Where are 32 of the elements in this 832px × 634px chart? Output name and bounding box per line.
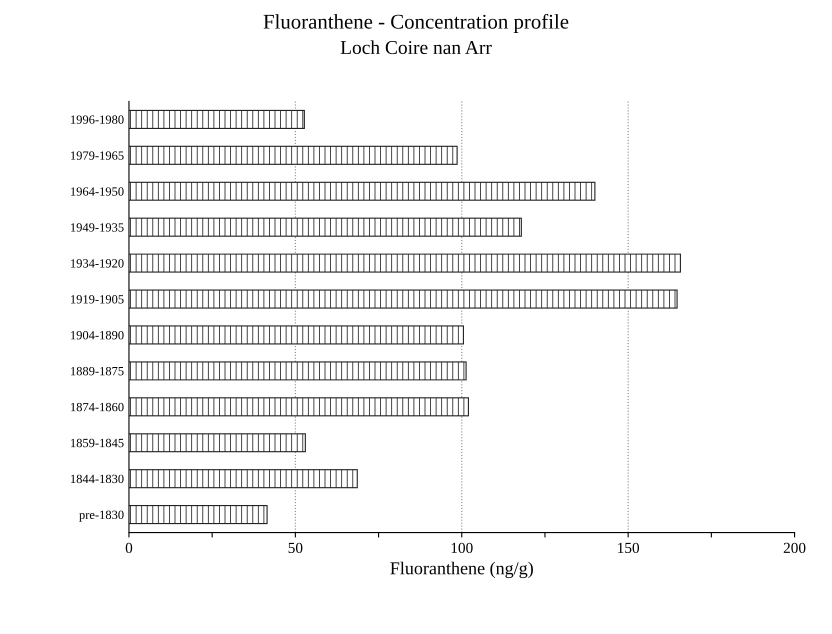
y-tick-label: 1874-1860 (71, 402, 124, 412)
y-tick-label: 1904-1890 (71, 330, 124, 340)
y-tick-label: 1919-1905 (71, 295, 124, 304)
bar (128, 110, 305, 129)
chart-title: Fluoranthene - Concentration profile (264, 14, 568, 33)
y-tick-label: 1844-1830 (71, 474, 124, 484)
x-axis-title: Fluoranthene (ng/g) (390, 562, 533, 578)
y-tick-label: 1934-1920 (71, 259, 124, 268)
y-tick-label: 1949-1935 (71, 223, 124, 232)
bar (128, 433, 306, 452)
x-tick-label: 150 (618, 542, 640, 554)
bar (128, 469, 358, 488)
y-tick-label: 1996-1980 (71, 115, 124, 124)
y-tick-label: 1964-1950 (71, 187, 124, 196)
bar (128, 505, 268, 524)
bar (128, 182, 596, 201)
bar (128, 218, 522, 237)
bar (128, 397, 469, 416)
bar (128, 325, 464, 344)
bar (128, 290, 678, 309)
y-tick-label: pre-1830 (79, 510, 124, 522)
y-tick-label: 1889-1875 (71, 366, 124, 376)
chart-subtitle: Loch Coire nan Arr (340, 40, 492, 54)
x-tick-label: 200 (784, 542, 806, 554)
y-tick-label: 1859-1845 (71, 438, 124, 448)
x-tick-label: 0 (126, 542, 132, 554)
bar (128, 254, 681, 273)
bar (128, 146, 458, 165)
x-tick-label: 50 (288, 542, 302, 554)
bar (128, 361, 467, 380)
y-tick-label: 1979-1965 (71, 151, 124, 160)
x-tick-label: 100 (452, 542, 473, 554)
